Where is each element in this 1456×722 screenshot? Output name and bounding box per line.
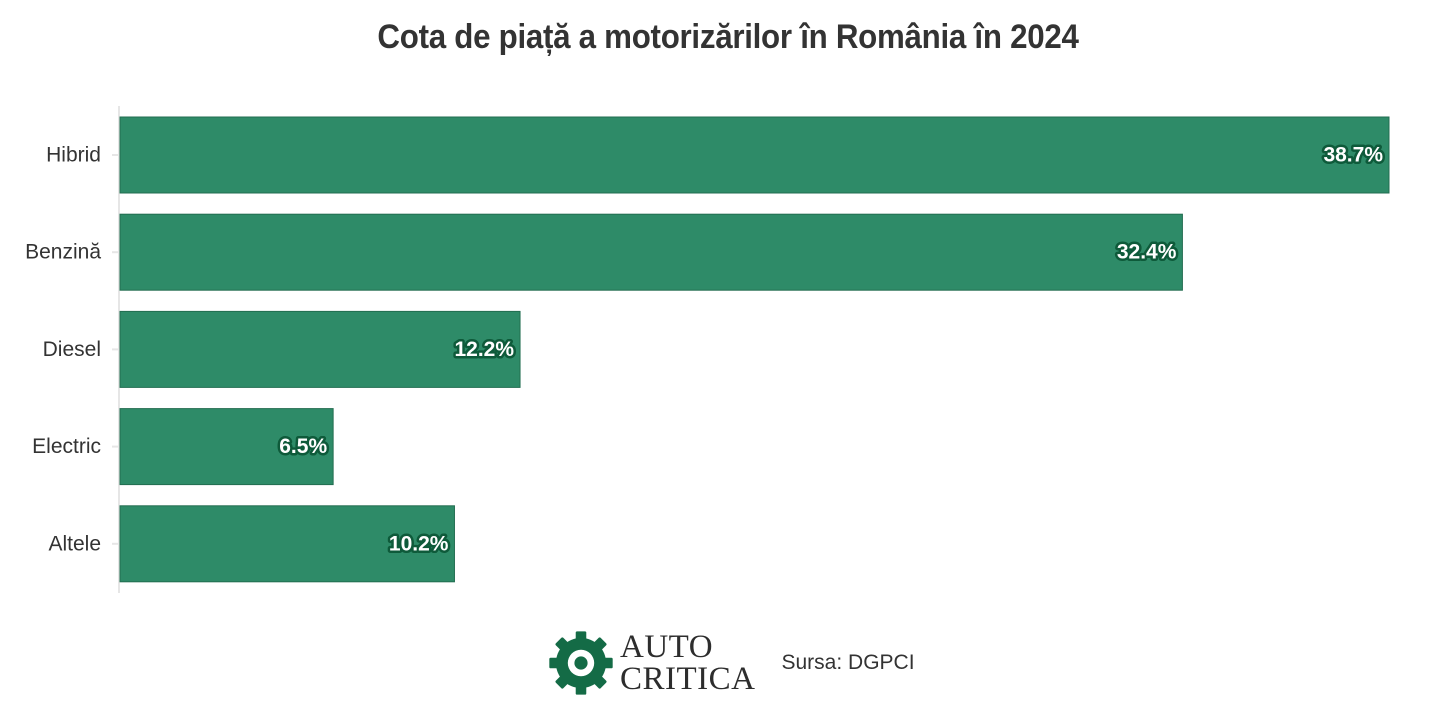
category-label: Hibrid: [46, 144, 101, 167]
logo-line-1: AUTO: [620, 629, 714, 665]
source-label: Sursa: DGPCI: [781, 651, 915, 674]
value-label: 32.4%: [1117, 241, 1177, 264]
logo-text: AUTO CRITICA: [620, 629, 756, 697]
value-label: 6.5%: [279, 435, 327, 458]
gear-chat-icon: [549, 631, 613, 695]
chart-title: Cota de piață a motorizărilor în România…: [377, 18, 1079, 56]
bar-3: [119, 408, 334, 486]
category-label: Electric: [32, 435, 101, 458]
bar-2: [119, 310, 521, 388]
bar-4: [119, 505, 455, 583]
value-label: 12.2%: [454, 338, 514, 361]
category-label: Altele: [48, 532, 101, 555]
value-label: 10.2%: [389, 532, 449, 555]
bar-chart: Hibrid 38.7% Benzină 32.4% Diesel 12.2% Electr…: [25, 106, 1390, 593]
bar-0: [119, 116, 1390, 194]
value-label: 38.7%: [1323, 144, 1383, 167]
bar-1: [119, 213, 1183, 291]
category-label: Benzină: [25, 241, 101, 264]
category-label: Diesel: [43, 338, 101, 361]
logo-line-2: CRITICA: [620, 661, 756, 697]
footer: AUTO CRITICA Sursa: DGPCI: [548, 628, 915, 698]
